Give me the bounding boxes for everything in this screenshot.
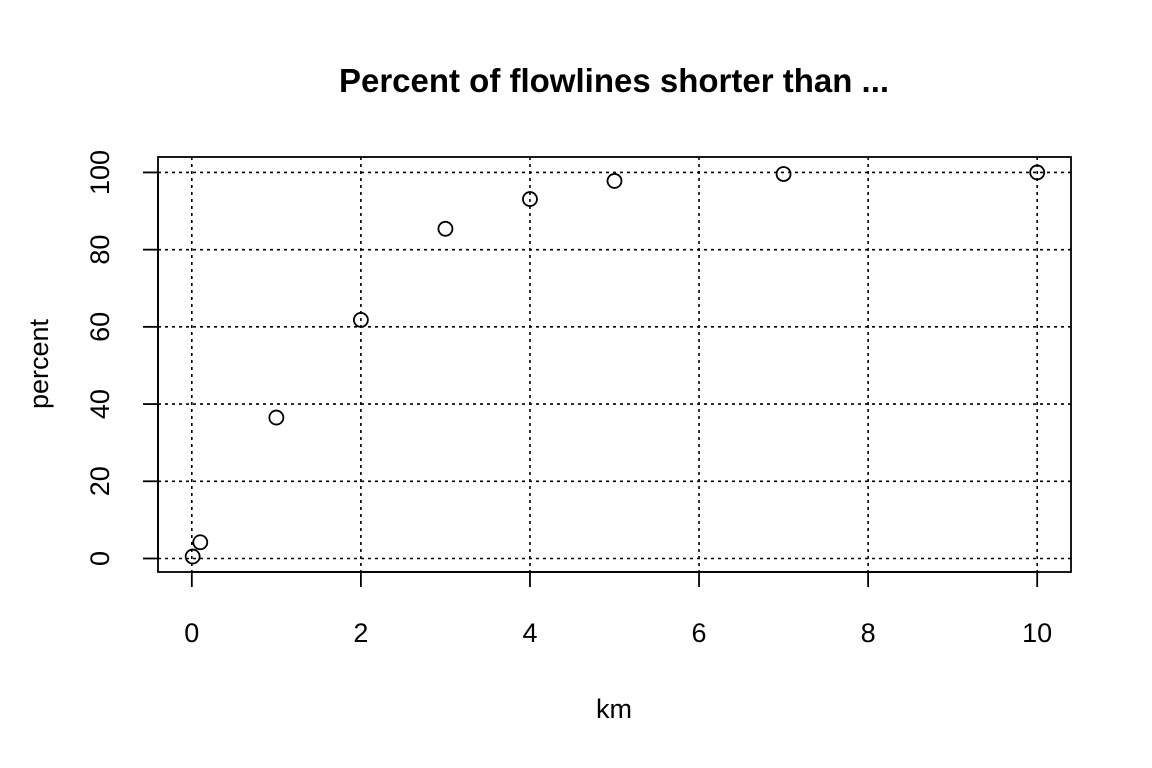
data-point	[606, 173, 623, 189]
y-tick-label: 0	[85, 551, 115, 566]
x-tick-label: 0	[184, 618, 199, 648]
x-tick-label: 2	[353, 618, 368, 648]
x-tick-label: 4	[522, 618, 537, 648]
y-tick-label: 60	[85, 312, 115, 342]
y-axis: 0 20 40 60 80 100	[85, 150, 159, 566]
grid	[158, 157, 1071, 572]
plot-frame	[157, 156, 1072, 573]
y-tick-label: 40	[85, 389, 115, 419]
data-point	[522, 191, 538, 207]
data-point	[184, 548, 201, 565]
y-tick-label: 80	[85, 235, 115, 265]
data-point	[437, 220, 454, 237]
x-tick-label: 8	[861, 618, 876, 648]
data-point	[192, 534, 209, 551]
y-tick-label: 100	[85, 150, 115, 195]
x-axis: 0 2 4 6 8 10	[184, 571, 1052, 648]
data-point	[1029, 164, 1046, 181]
data-point	[268, 409, 285, 426]
x-axis-label: km	[596, 694, 632, 724]
data-point	[352, 312, 369, 328]
y-axis-label: percent	[24, 318, 54, 409]
x-tick-label: 6	[692, 618, 707, 648]
y-tick-label: 20	[85, 466, 115, 496]
x-tick-label: 10	[1022, 618, 1052, 648]
data-points	[184, 164, 1046, 565]
chart-title: Percent of flowlines shorter than ...	[339, 62, 889, 99]
data-point	[775, 166, 792, 182]
